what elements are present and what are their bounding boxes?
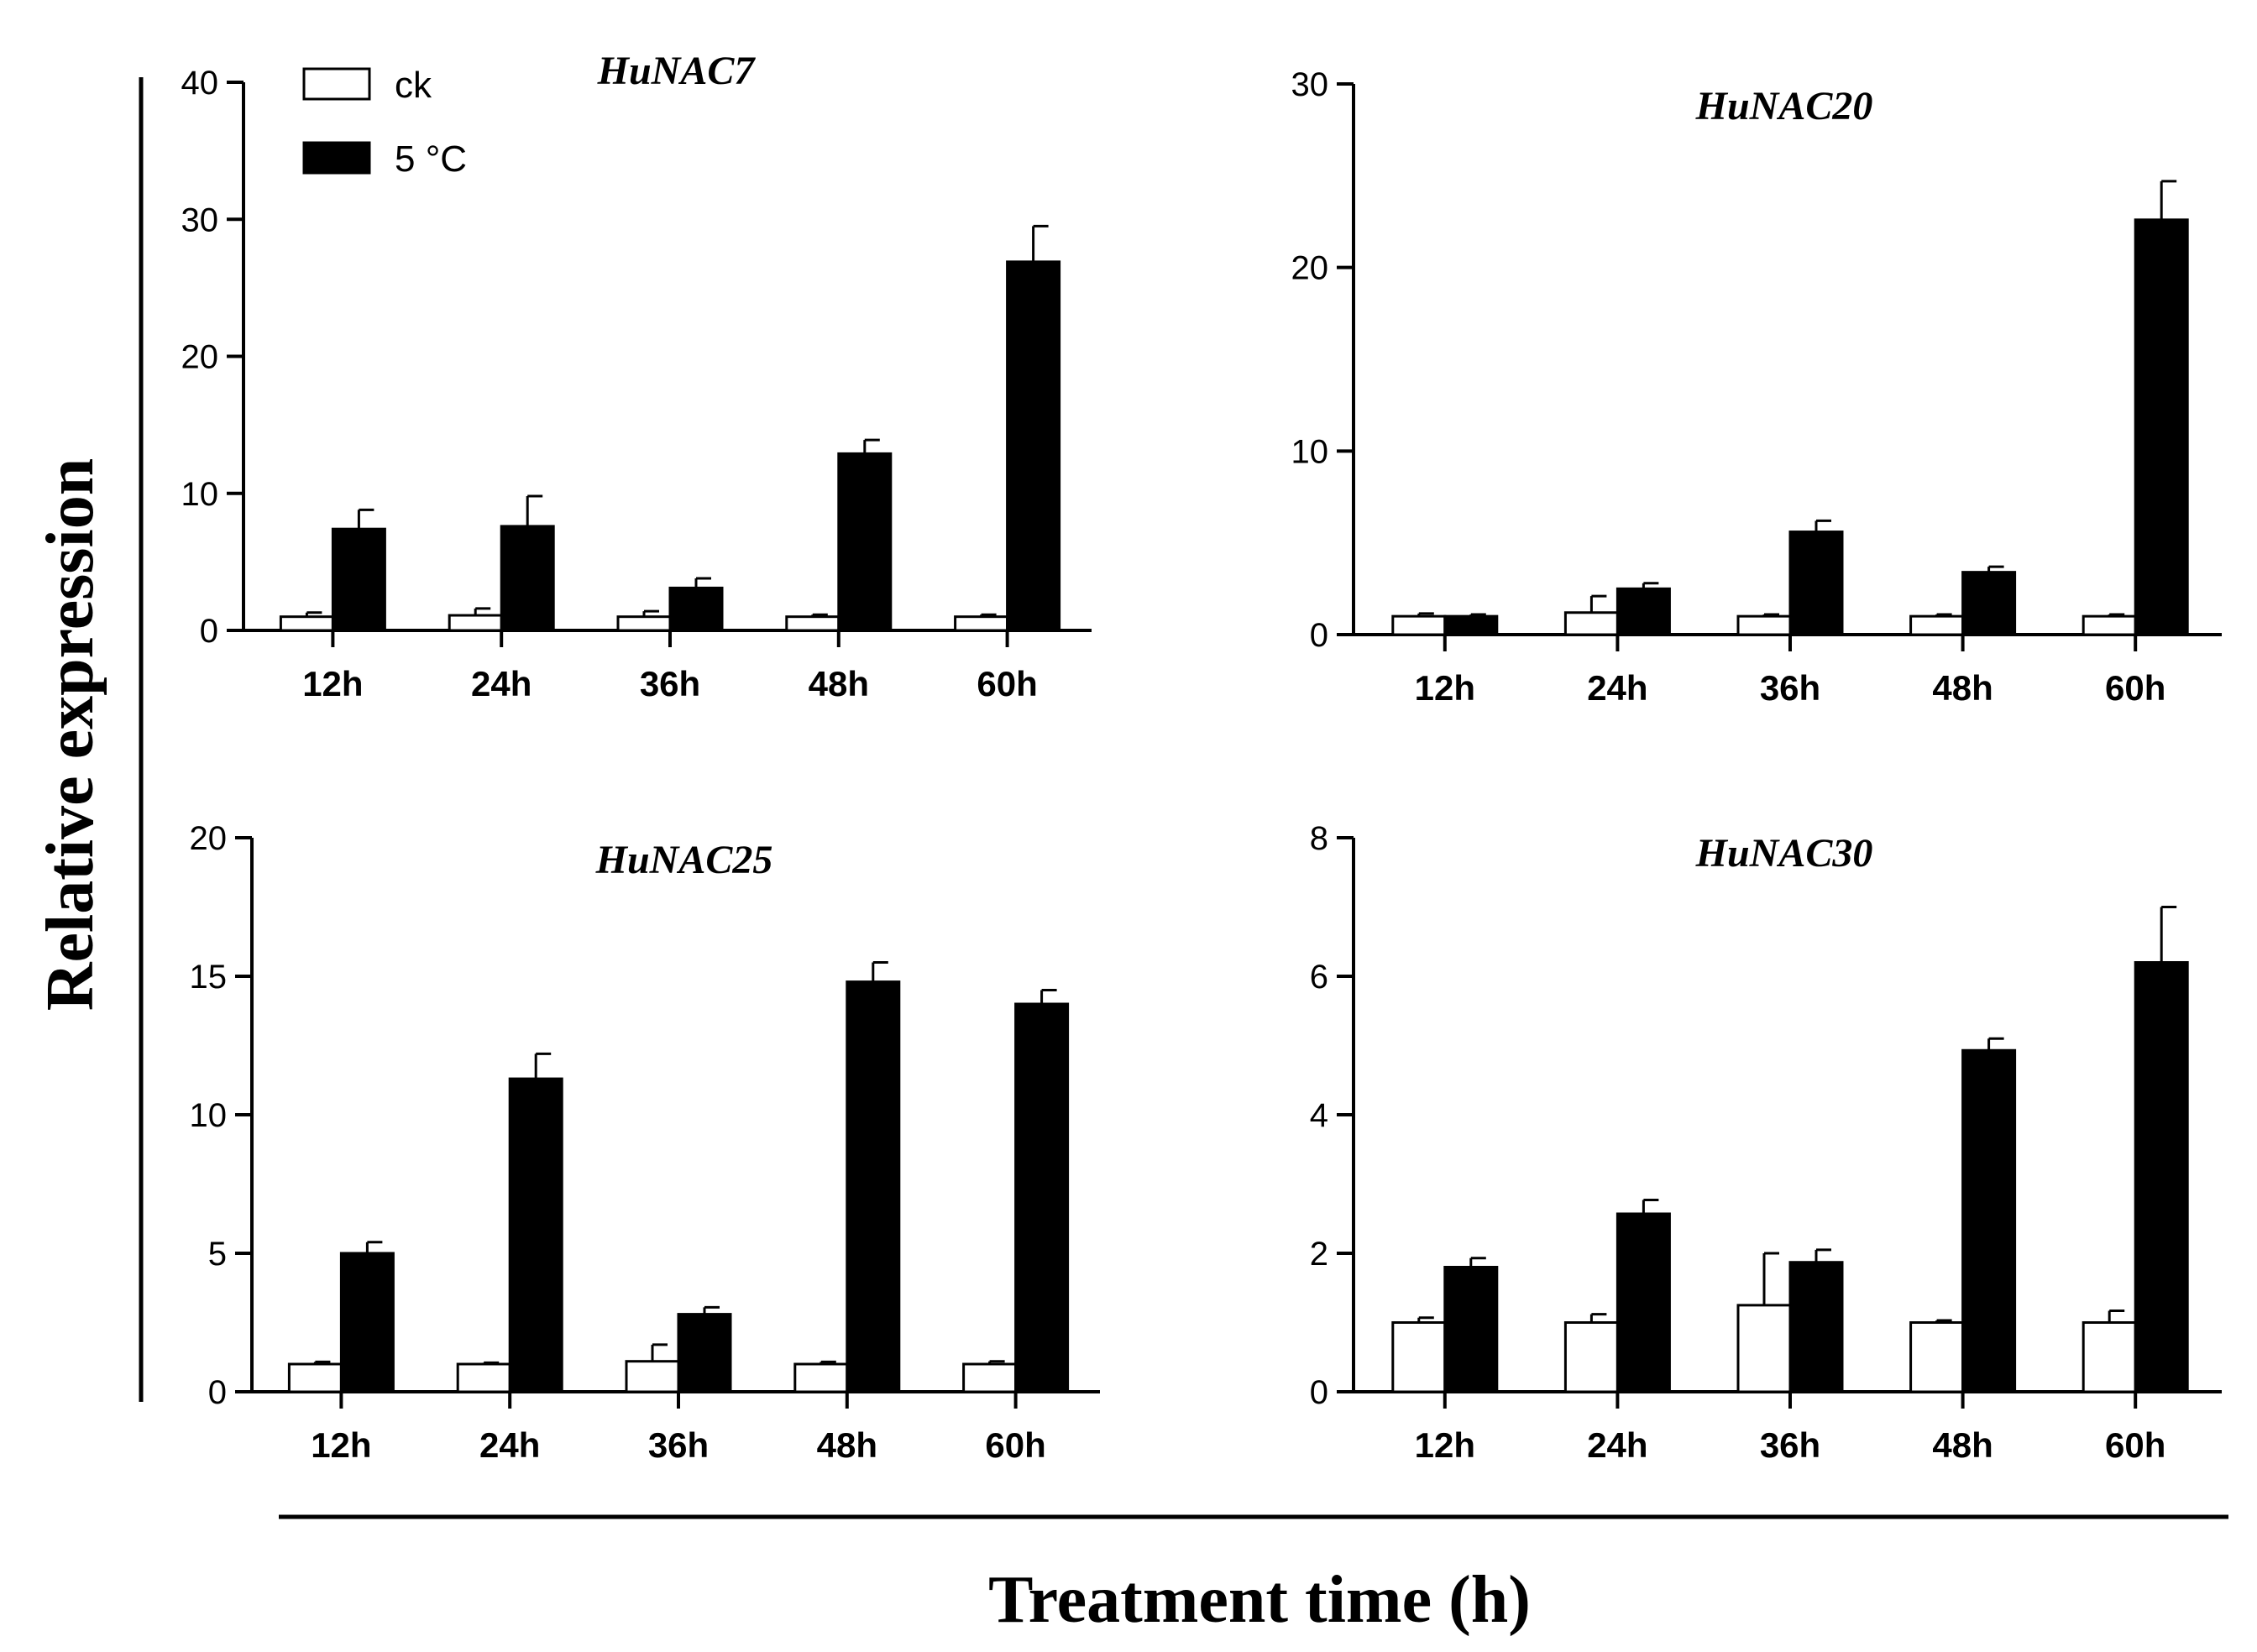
panel-2: HuNAC20 0 10 20 30 12h 24h 36h 48h 60h [1291,66,2222,708]
panel-1: HuNAC7 0 10 20 30 40 12h 24h 36h 48h 60h [181,49,1092,703]
bar-5c [500,525,555,632]
x-tick-label: 36h [1760,668,1820,708]
bar-ck [279,615,334,632]
bar-ck [1563,1321,1619,1393]
x-tick-label: 48h [1932,668,1993,708]
bar-5c [1616,587,1671,636]
x-tick-label: 12h [311,1425,371,1465]
bar-5c [1788,1261,1844,1393]
y-tick-label: 0 [1310,617,1328,654]
x-tick-label: 12h [1415,668,1475,708]
y-tick-label: 30 [1291,66,1329,103]
bar-ck [625,1360,680,1393]
y-tick-label: 2 [1310,1236,1328,1273]
bar-5c [2134,961,2189,1393]
bar-ck [962,1362,1018,1393]
bar-ck [1736,1304,1792,1393]
x-tick-label: 36h [648,1425,709,1465]
panel-4: HuNAC30 0 2 4 6 8 12h 24h 36h 48h 60h [1310,820,2222,1465]
bar-ck [954,615,1009,632]
bar-5c [1443,614,1499,636]
panel-title: HuNAC30 [1695,831,1873,876]
bar-ck [448,614,503,632]
x-tick-label: 24h [471,664,532,703]
bar-ck [793,1362,849,1393]
bar-ck [2082,614,2137,636]
bar-ck [1909,1321,1965,1393]
y-tick-label: 20 [190,820,228,857]
panel-title: HuNAC7 [597,49,757,93]
bar-ck [456,1362,511,1393]
bar-5c [1961,1048,2017,1393]
x-tick-label: 60h [2105,668,2165,708]
bar-5c [1443,1266,1499,1393]
y-tick-label: 5 [208,1236,227,1273]
y-tick-label: 15 [190,959,228,996]
x-tick-label: 60h [985,1425,1045,1465]
y-tick-label: 40 [181,65,219,102]
bar-5c [339,1252,395,1393]
y-tick-label: 0 [1310,1374,1328,1411]
bar-5c [1616,1212,1671,1393]
y-tick-label: 4 [1310,1097,1328,1134]
bar-ck [1909,614,1965,636]
x-tick-label: 48h [809,664,869,703]
y-axis-title: Relative expression [34,458,107,1011]
bar-ck [2082,1321,2137,1393]
x-tick-label: 60h [977,664,1037,703]
bar-5c [837,452,893,632]
y-tick-label: 10 [1291,433,1329,470]
bar-ck [785,615,840,632]
panel-title: HuNAC20 [1695,84,1873,128]
x-tick-label: 36h [1760,1425,1820,1465]
x-tick-label: 24h [1587,1425,1647,1465]
bar-5c [846,980,901,1393]
y-tick-label: 10 [190,1097,228,1134]
bar-5c [1014,1002,1070,1393]
x-tick-label: 12h [1415,1425,1475,1465]
x-tick-label: 48h [817,1425,877,1465]
y-tick-label: 6 [1310,959,1328,996]
x-tick-label: 24h [479,1425,540,1465]
y-tick-label: 0 [208,1374,227,1411]
panel-3: HuNAC25 0 5 10 15 20 12h 24h 36h 48h 60h [190,820,1100,1465]
x-tick-label: 48h [1932,1425,1993,1465]
bar-5c [508,1077,563,1393]
bar-ck [1391,614,1447,636]
y-tick-label: 10 [181,476,219,513]
x-tick-label: 36h [640,664,700,703]
bar-ck [1736,614,1792,636]
y-tick-label: 20 [181,339,219,376]
bar-5c [331,527,386,632]
bar-5c [668,586,724,632]
bar-ck [287,1362,343,1393]
bar-5c [1788,531,1844,636]
x-tick-label: 24h [1587,668,1647,708]
legend-label-treat: 5 °C [395,139,467,180]
legend-label-ck: ck [395,65,432,106]
bar-ck [1391,1321,1447,1393]
bar-5c [2134,218,2189,636]
panel-title: HuNAC25 [595,838,773,882]
bar-5c [1961,571,2017,636]
bar-5c [677,1313,732,1393]
y-tick-label: 0 [200,613,218,650]
y-tick-label: 20 [1291,250,1329,287]
legend-swatch-treat [302,141,371,175]
x-tick-label: 12h [302,664,363,703]
legend-swatch-ck [302,67,371,101]
bar-ck [1563,611,1619,636]
y-tick-label: 30 [181,201,219,238]
legend: ck 5 °C [302,65,467,180]
bar-ck [616,615,672,632]
bar-5c [1006,260,1061,632]
x-tick-label: 60h [2105,1425,2165,1465]
y-tick-label: 8 [1310,820,1328,857]
x-axis-title: Treatment time (h) [988,1563,1531,1637]
